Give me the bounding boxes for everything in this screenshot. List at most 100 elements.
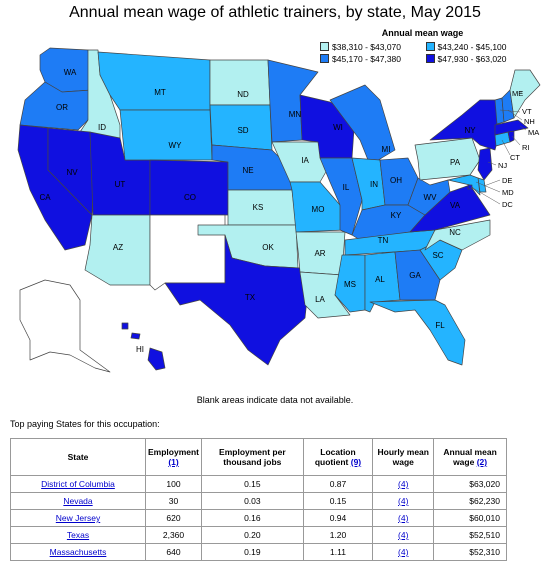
col-employment: Employment (1)	[144, 438, 203, 476]
state-WY[interactable]	[119, 109, 213, 161]
label-AL: AL	[375, 275, 385, 284]
leader-CT	[501, 139, 511, 156]
state-link[interactable]: District of Columbia	[41, 479, 115, 489]
table-row: District of Columbia 100 0.15 0.87 (4) $…	[10, 475, 507, 493]
legend-item: $38,310 - $43,070	[320, 42, 420, 52]
leader-RI	[511, 135, 521, 146]
state-MT[interactable]	[97, 51, 211, 111]
cell-per-thousand: 0.20	[201, 526, 304, 544]
state-GA[interactable]	[394, 249, 441, 301]
state-HI[interactable]	[147, 347, 166, 371]
legend-item: $45,170 - $47,380	[320, 54, 420, 64]
cell-lq: 1.20	[302, 526, 374, 544]
hourly-footnote-link[interactable]: (4)	[398, 530, 409, 540]
cell-employment: 620	[144, 509, 203, 527]
label-WY: WY	[169, 141, 183, 150]
label-GA: GA	[409, 271, 421, 280]
state-MS[interactable]	[334, 254, 366, 313]
map-legend: Annual mean wage $38,310 - $43,070 $43,2…	[320, 28, 525, 64]
legend-label: $47,930 - $63,020	[437, 54, 507, 64]
state-FL[interactable]	[369, 299, 466, 366]
cell-lq: 0.87	[302, 475, 374, 493]
state-link[interactable]: Nevada	[63, 496, 93, 506]
table-row: Massachusetts 640 0.19 1.11 (4) $52,310	[10, 543, 507, 561]
cell-employment: 100	[144, 475, 203, 493]
label-NH: NH	[524, 117, 535, 126]
label-CA: CA	[39, 193, 51, 202]
state-IA[interactable]	[271, 141, 331, 183]
label-DE: DE	[502, 176, 512, 185]
cell-annual: $60,010	[433, 509, 507, 527]
leader-MA	[519, 125, 527, 131]
state-link[interactable]: Texas	[66, 530, 90, 540]
state-OR[interactable]	[19, 81, 93, 131]
label-KY: KY	[391, 211, 402, 220]
state-HI-islet-2	[130, 332, 141, 340]
label-PA: PA	[450, 158, 461, 167]
leader-NJ	[487, 161, 497, 166]
hourly-footnote-link[interactable]: (4)	[398, 496, 409, 506]
legend-swatch	[320, 54, 329, 63]
hourly-footnote-link[interactable]: (4)	[398, 479, 409, 489]
label-OK: OK	[262, 243, 274, 252]
us-wage-map[interactable]: WA OR CA ID NV UT AZ MT WY CO ND SD NE K…	[0, 26, 550, 396]
state-AK[interactable]	[19, 279, 111, 373]
state-PA[interactable]	[414, 137, 481, 181]
label-ND: ND	[237, 90, 249, 99]
legend-swatch	[425, 54, 435, 63]
table-header-row: State Employment (1) Employment per thous…	[10, 438, 507, 476]
label-MO: MO	[312, 205, 325, 214]
cell-lq: 1.11	[302, 543, 374, 561]
state-HI-islet-1	[121, 322, 129, 330]
leader-VT	[499, 109, 521, 113]
footnote-link-9[interactable]: (9)	[350, 457, 362, 467]
label-MN: MN	[289, 110, 302, 119]
state-ME[interactable]	[509, 69, 541, 119]
label-AZ: AZ	[113, 243, 123, 252]
table-row: Nevada 30 0.03 0.15 (4) $62,230	[10, 492, 507, 510]
legend-label: $38,310 - $43,070	[332, 42, 402, 52]
cell-per-thousand: 0.03	[201, 492, 304, 510]
legend-label: $45,170 - $47,380	[332, 54, 402, 64]
state-CO[interactable]	[149, 159, 229, 216]
label-ID: ID	[98, 123, 106, 132]
state-NJ[interactable]	[477, 147, 493, 181]
col-per-thousand: Employment per thousand jobs	[201, 438, 304, 476]
state-link[interactable]: Massachusetts	[49, 547, 107, 557]
top-paying-label: Top paying States for this occupation:	[10, 419, 160, 429]
map-title: Annual mean wage of athletic trainers, b…	[69, 4, 481, 21]
hourly-footnote-link[interactable]: (4)	[398, 513, 409, 523]
leader-MD	[475, 181, 501, 193]
cell-employment: 640	[144, 543, 203, 561]
state-TX[interactable]	[164, 234, 309, 366]
label-MI: MI	[382, 145, 391, 154]
col-annual: Annual mean wage (2)	[433, 438, 507, 476]
legend-swatch	[320, 42, 329, 51]
cell-annual: $63,020	[433, 475, 507, 493]
label-WI: WI	[333, 123, 343, 132]
legend-item: $43,240 - $45,100	[425, 42, 526, 52]
label-NC: NC	[449, 228, 461, 237]
footnote-link-1[interactable]: (1)	[168, 457, 179, 467]
col-hourly: Hourly mean wage	[372, 438, 435, 476]
cell-lq: 0.94	[302, 509, 374, 527]
label-IL: IL	[343, 183, 350, 192]
label-TX: TX	[245, 293, 256, 302]
hourly-footnote-link[interactable]: (4)	[398, 547, 409, 557]
label-LA: LA	[315, 295, 325, 304]
state-MA[interactable]	[494, 119, 529, 136]
cell-per-thousand: 0.19	[201, 543, 304, 561]
label-WV: WV	[424, 193, 438, 202]
state-MD[interactable]	[447, 174, 481, 196]
footnote-link-2[interactable]: (2)	[476, 457, 488, 467]
cell-per-thousand: 0.15	[201, 475, 304, 493]
table-row: New Jersey 620 0.16 0.94 (4) $60,010	[10, 509, 507, 527]
cell-annual: $52,310	[433, 543, 507, 561]
legend-swatch	[425, 42, 435, 51]
state-link[interactable]: New Jersey	[55, 513, 101, 523]
label-OH: OH	[390, 176, 402, 185]
label-MT: MT	[154, 88, 166, 97]
col-state: State	[10, 438, 146, 476]
state-DC[interactable]	[467, 184, 473, 190]
state-MI[interactable]	[329, 84, 396, 166]
